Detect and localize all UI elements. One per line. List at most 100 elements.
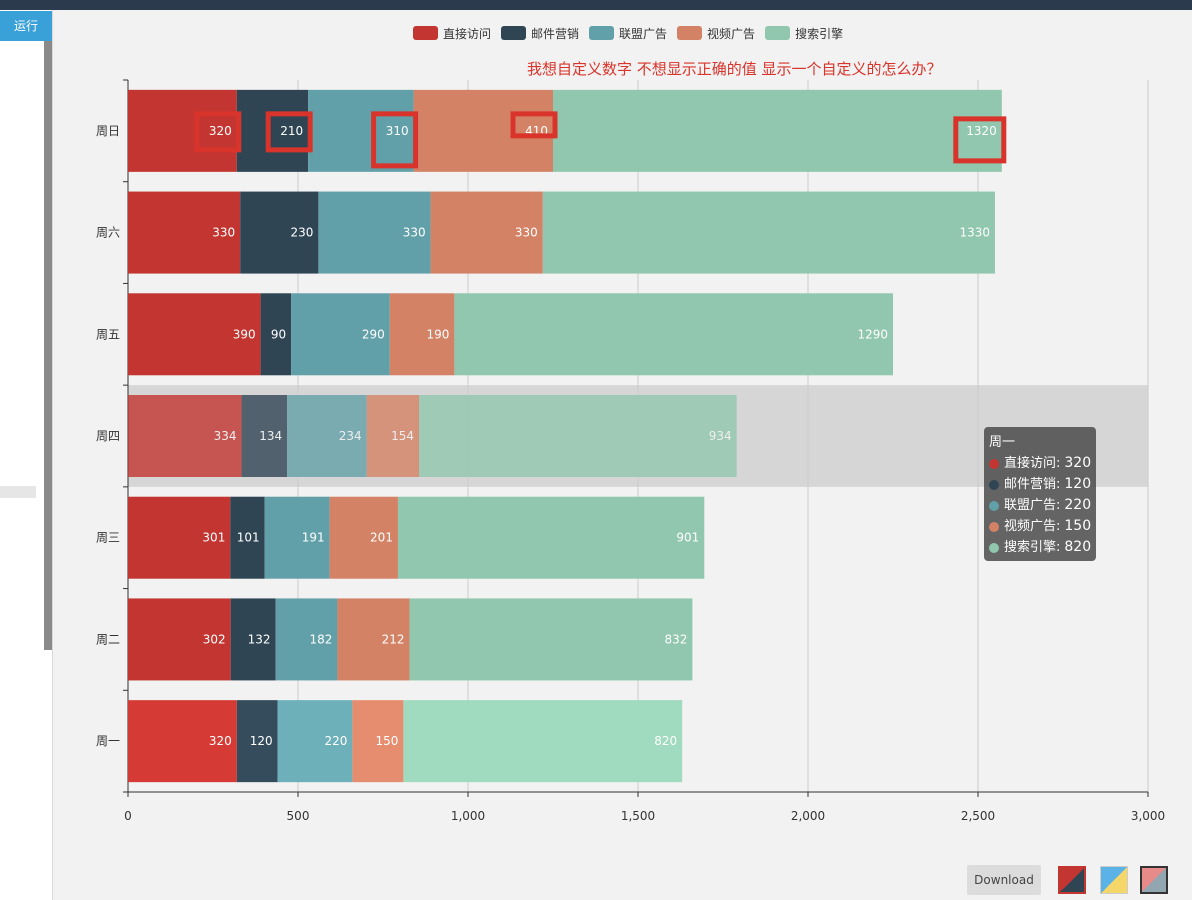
theme-pink-gray-icon[interactable] — [1140, 866, 1168, 894]
y-category-label: 周二 — [96, 632, 120, 646]
question-annotation: 我想自定义数字 不想显示正确的值 显示一个自定义的怎么办？ — [527, 60, 942, 78]
x-tick-label: 2,000 — [791, 809, 825, 823]
series-dot-icon — [989, 479, 999, 490]
bar-segment — [337, 598, 410, 681]
bar-segment — [241, 395, 288, 477]
bar-value-label: 210 — [280, 124, 303, 138]
theme-red-navy-icon[interactable] — [1058, 866, 1086, 894]
bar-value-label: 90 — [271, 327, 286, 341]
legend-label: 搜索引擎 — [795, 26, 844, 41]
bar-segment — [403, 700, 683, 783]
tooltip-value: 820 — [1064, 539, 1092, 555]
annotation-box — [953, 116, 1007, 164]
x-tick-label: 0 — [124, 809, 132, 823]
bar-value-label: 150 — [375, 734, 398, 748]
bar-value-label: 390 — [233, 327, 256, 341]
y-category-label: 周一 — [96, 734, 120, 748]
bar-value-label: 230 — [290, 226, 313, 240]
legend-item-email[interactable]: 邮件营销 — [501, 25, 579, 42]
bar-value-label: 101 — [237, 531, 260, 545]
y-category-label: 周五 — [96, 327, 120, 341]
x-tick-label: 1,000 — [451, 809, 485, 823]
x-tick-label: 500 — [287, 809, 310, 823]
chart-tooltip: 周一 直接访问: 320 邮件营销: 120 联盟广告: 220 视频广告: 1… — [984, 427, 1096, 561]
bar-segment — [236, 700, 278, 783]
tooltip-title: 周一 — [989, 435, 1016, 450]
bar-value-label: 190 — [426, 327, 449, 341]
bar-value-label: 154 — [391, 429, 414, 443]
legend-swatch-icon — [413, 26, 438, 40]
bar-value-label: 310 — [386, 124, 409, 138]
bar-segment — [318, 191, 431, 274]
bar-value-label: 302 — [203, 632, 226, 646]
legend-label: 邮件营销 — [531, 26, 580, 41]
bar-value-label: 212 — [382, 632, 405, 646]
bar-value-label: 132 — [248, 632, 271, 646]
tooltip-label: 联盟广告: — [1004, 498, 1061, 513]
annotation-box — [265, 111, 313, 153]
bar-segment — [128, 89, 237, 172]
bar-segment — [287, 395, 367, 477]
y-category-label: 周四 — [96, 429, 120, 443]
series-dot-icon — [989, 500, 999, 511]
bar-segment — [413, 89, 553, 172]
series-dot-icon — [989, 458, 999, 469]
tooltip-label: 邮件营销: — [1004, 477, 1061, 492]
bar-value-label: 820 — [654, 734, 677, 748]
y-category-label: 周日 — [96, 124, 120, 138]
bar-segment — [291, 293, 390, 376]
tooltip-label: 视频广告: — [1004, 519, 1061, 534]
legend-item-union-ad[interactable]: 联盟广告 — [589, 25, 667, 42]
annotation-box — [194, 111, 242, 153]
bar-segment — [553, 89, 1002, 172]
x-tick-label: 2,500 — [961, 809, 995, 823]
tooltip-row: 直接访问: 320 — [989, 453, 1096, 474]
theme-blue-yellow-icon[interactable] — [1100, 866, 1128, 894]
bar-value-label: 1290 — [857, 327, 888, 341]
bar-segment — [128, 191, 241, 274]
bar-segment — [277, 700, 353, 783]
y-category-label: 周三 — [96, 531, 120, 545]
bar-segment — [329, 496, 398, 579]
bar-value-label: 320 — [209, 124, 232, 138]
tooltip-value: 320 — [1064, 455, 1092, 471]
legend-item-direct[interactable]: 直接访问 — [413, 25, 491, 42]
bar-value-label: 234 — [339, 429, 362, 443]
bar-segment — [308, 89, 414, 172]
bar-value-label: 334 — [214, 429, 237, 443]
bar-segment — [454, 293, 893, 376]
tooltip-value: 150 — [1064, 518, 1092, 534]
bar-value-label: 191 — [302, 531, 325, 545]
bar-segment — [230, 598, 276, 681]
bar-segment — [128, 496, 231, 579]
bar-value-label: 330 — [403, 226, 426, 240]
bar-segment — [409, 598, 693, 681]
tooltip-label: 直接访问: — [1004, 456, 1061, 471]
bar-value-label: 120 — [250, 734, 273, 748]
legend-item-search[interactable]: 搜索引擎 — [765, 25, 843, 42]
tooltip-label: 搜索引擎: — [1004, 540, 1061, 555]
code-panel-scrollbar[interactable] — [44, 41, 52, 650]
bar-segment — [128, 293, 261, 376]
bar-value-label: 934 — [709, 429, 732, 443]
download-button[interactable]: Download — [967, 865, 1041, 895]
series-dot-icon — [989, 521, 999, 532]
bar-segment — [419, 395, 737, 477]
bar-value-label: 201 — [370, 531, 393, 545]
tooltip-value: 220 — [1064, 497, 1092, 513]
annotation-box — [371, 111, 419, 169]
legend-item-video-ad[interactable]: 视频广告 — [677, 25, 755, 42]
run-button[interactable]: 运行 — [0, 11, 52, 41]
bar-segment — [397, 496, 705, 579]
bar-value-label: 290 — [362, 327, 385, 341]
bar-segment — [236, 89, 309, 172]
bar-value-label: 182 — [310, 632, 333, 646]
bar-segment — [430, 191, 543, 274]
bar-value-label: 220 — [324, 734, 347, 748]
bar-value-label: 330 — [212, 226, 235, 240]
legend-swatch-icon — [765, 26, 791, 40]
bar-value-label: 1330 — [959, 226, 990, 240]
bar-segment — [352, 700, 404, 783]
bar-segment — [275, 598, 338, 681]
